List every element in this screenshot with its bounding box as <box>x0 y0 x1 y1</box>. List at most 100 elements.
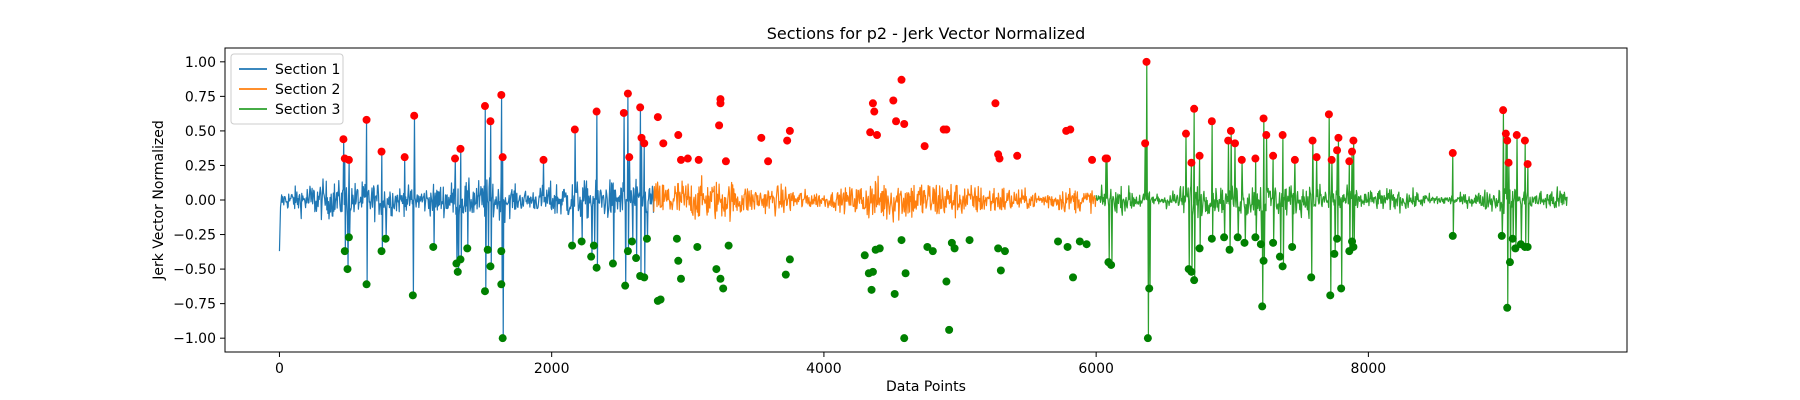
peak-marker <box>1142 57 1151 66</box>
peak-marker <box>868 99 877 108</box>
trough-marker <box>875 244 884 253</box>
peak-marker <box>1290 155 1299 164</box>
peak-marker <box>716 99 725 108</box>
trough-marker <box>1508 234 1517 243</box>
peak-marker <box>451 154 460 163</box>
trough-marker <box>1523 242 1532 251</box>
trough-marker <box>408 291 417 300</box>
y-tick-label: −0.25 <box>173 228 216 244</box>
peak-marker <box>764 157 773 166</box>
peak-marker <box>625 153 634 162</box>
trough-marker <box>344 233 353 242</box>
peak-marker <box>676 155 685 164</box>
peak-marker <box>1207 117 1216 126</box>
peak-marker <box>1503 136 1512 145</box>
legend-entry-label: Section 3 <box>275 102 340 118</box>
trough-marker <box>568 241 577 250</box>
trough-marker <box>1330 249 1339 258</box>
chart-title: Sections for p2 - Jerk Vector Normalized <box>767 24 1086 43</box>
trough-marker <box>640 273 649 282</box>
peak-marker <box>636 103 645 112</box>
trough-marker <box>1505 258 1514 267</box>
trough-marker <box>674 256 683 265</box>
series-lines <box>278 61 1568 339</box>
peak-marker <box>1088 155 1097 164</box>
trough-marker <box>1143 334 1152 343</box>
trough-marker <box>589 241 598 250</box>
trough-marker <box>1278 262 1287 271</box>
trough-marker <box>1337 284 1346 293</box>
peak-marker <box>456 144 465 153</box>
peak-marker <box>1334 133 1343 142</box>
extrema-markers <box>339 57 1532 343</box>
peak-marker <box>715 121 724 130</box>
peak-marker <box>486 117 495 126</box>
peak-marker <box>619 108 628 117</box>
peak-marker <box>1324 110 1333 119</box>
trough-marker <box>868 267 877 276</box>
peak-marker <box>1512 131 1521 140</box>
trough-marker <box>860 251 869 260</box>
trough-marker <box>1190 276 1199 285</box>
trough-marker <box>867 285 876 294</box>
trough-marker <box>1240 238 1249 247</box>
peak-marker <box>623 89 632 98</box>
y-tick-label: 0.00 <box>185 193 216 209</box>
trough-marker <box>1448 231 1457 240</box>
trough-marker <box>1069 273 1078 282</box>
trough-marker <box>362 280 371 289</box>
x-tick-label: 2000 <box>534 361 570 377</box>
trough-marker <box>1233 233 1242 242</box>
y-tick-label: −1.00 <box>173 331 216 347</box>
y-axis-label: Jerk Vector Normalized <box>151 120 167 281</box>
trough-marker <box>716 274 725 283</box>
legend-entry-label: Section 2 <box>275 82 340 98</box>
peak-marker <box>1195 151 1204 160</box>
trough-marker <box>1000 247 1009 256</box>
peak-marker <box>339 135 348 144</box>
peak-marker <box>659 139 668 148</box>
peak-marker <box>757 133 766 142</box>
trough-marker <box>486 262 495 271</box>
peak-marker <box>1349 136 1358 145</box>
x-tick-label: 0 <box>275 361 284 377</box>
trough-marker <box>945 325 954 334</box>
peak-marker <box>892 117 901 126</box>
trough-marker <box>1195 244 1204 253</box>
trough-marker <box>928 247 937 256</box>
trough-marker <box>785 255 794 264</box>
peak-marker <box>1262 131 1271 140</box>
trough-marker <box>1082 240 1091 249</box>
peak-marker <box>1501 129 1510 138</box>
trough-marker <box>656 295 665 304</box>
trough-marker <box>497 280 506 289</box>
peak-marker <box>866 128 875 137</box>
y-tick-label: 0.25 <box>185 158 216 174</box>
trough-marker <box>480 287 489 296</box>
peak-marker <box>674 131 683 140</box>
trough-marker <box>693 242 702 251</box>
trough-marker <box>965 236 974 245</box>
peak-marker <box>889 96 898 105</box>
trough-marker <box>712 265 721 274</box>
peak-marker <box>1333 146 1342 155</box>
peak-marker <box>539 155 548 164</box>
peak-marker <box>400 153 409 162</box>
x-tick-label: 8000 <box>1351 361 1387 377</box>
peak-marker <box>498 153 507 162</box>
y-tick-label: −0.50 <box>173 262 216 278</box>
trough-marker <box>1107 260 1116 269</box>
peak-marker <box>873 131 881 140</box>
trough-marker <box>901 269 910 278</box>
trough-marker <box>1207 234 1216 243</box>
trough-marker <box>592 263 601 272</box>
x-axis-label: Data Points <box>886 379 966 395</box>
peak-marker <box>1278 131 1287 140</box>
x-axis-ticks: 0 2000 4000 6000 8000 <box>275 352 1386 377</box>
trough-marker <box>1333 234 1342 243</box>
trough-marker <box>672 234 681 243</box>
peak-marker <box>1190 104 1199 113</box>
peak-marker <box>1523 160 1532 169</box>
trough-marker <box>724 241 733 250</box>
peak-marker <box>991 99 1000 108</box>
